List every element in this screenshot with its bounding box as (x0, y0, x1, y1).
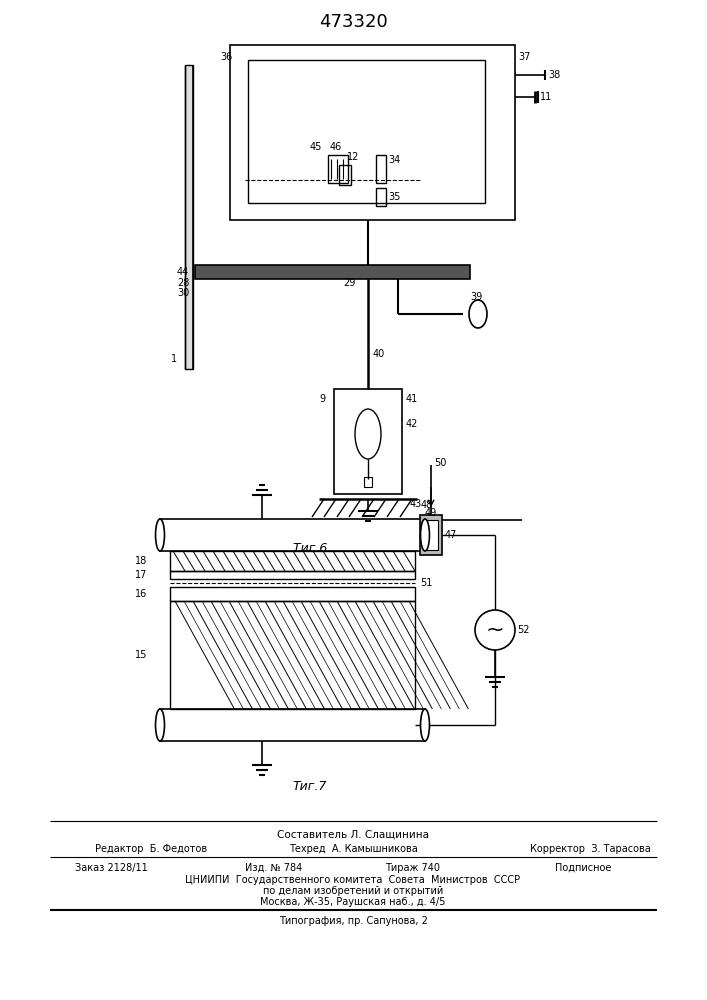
Text: 29: 29 (343, 278, 356, 288)
Ellipse shape (469, 300, 487, 328)
Text: 473320: 473320 (319, 13, 387, 31)
Text: 42: 42 (406, 419, 419, 429)
Bar (339, 165, 351, 185)
Text: 39: 39 (470, 292, 482, 302)
Bar (230, 45, 515, 220)
Text: Москва, Ж-35, Раушская наб., д. 4/5: Москва, Ж-35, Раушская наб., д. 4/5 (260, 897, 445, 907)
Text: 34: 34 (388, 155, 400, 165)
Text: ~: ~ (486, 620, 504, 640)
Text: 11: 11 (540, 92, 552, 102)
Text: 16: 16 (135, 589, 147, 599)
Text: Заказ 2128/11: Заказ 2128/11 (75, 863, 148, 873)
Text: Изд. № 784: Изд. № 784 (245, 863, 303, 873)
Bar (170, 587, 415, 601)
Text: 47: 47 (420, 725, 433, 735)
Bar (364, 477, 372, 487)
Text: 48: 48 (421, 500, 433, 510)
Text: Типография, пр. Сапунова, 2: Типография, пр. Сапунова, 2 (279, 916, 428, 926)
Text: 46: 46 (330, 142, 342, 152)
Bar (334, 389, 402, 494)
Text: 15: 15 (135, 650, 147, 660)
Bar (185, 65, 193, 369)
Text: Подписное: Подписное (555, 863, 612, 873)
Circle shape (475, 610, 515, 650)
Text: по делам изобретений и открытий: по делам изобретений и открытий (263, 886, 443, 896)
Ellipse shape (156, 519, 165, 551)
Bar (160, 519, 425, 551)
Text: 51: 51 (420, 578, 433, 588)
Text: 44: 44 (177, 267, 189, 277)
Ellipse shape (421, 709, 429, 741)
Bar (195, 265, 470, 279)
Text: Редактор  Б. Федотов: Редактор Б. Федотов (95, 844, 207, 854)
Bar (424, 520, 438, 550)
Text: Корректор  З. Тарасова: Корректор З. Тарасова (530, 844, 650, 854)
Text: 37: 37 (518, 52, 530, 62)
Text: 41: 41 (406, 394, 419, 404)
Text: 9: 9 (319, 394, 325, 404)
Text: Τиг 6: Τиг 6 (293, 542, 327, 556)
Bar (160, 709, 425, 741)
Ellipse shape (421, 519, 429, 551)
Text: 36: 36 (220, 52, 233, 62)
Text: 49: 49 (425, 508, 437, 518)
Text: 43: 43 (410, 499, 422, 509)
Text: 18: 18 (135, 556, 147, 566)
Text: 12: 12 (347, 152, 359, 162)
Text: Составитель Л. Слащинина: Составитель Л. Слащинина (277, 830, 429, 840)
Text: ЦНИИПИ  Государственного комитета  Совета  Министров  СССР: ЦНИИПИ Государственного комитета Совета … (185, 875, 520, 885)
Text: 45: 45 (310, 142, 322, 152)
Text: 38: 38 (548, 70, 560, 80)
Text: 28: 28 (177, 278, 189, 288)
Text: Тираж 740: Тираж 740 (385, 863, 440, 873)
Bar (328, 155, 348, 183)
Text: 30: 30 (177, 288, 189, 298)
Bar (376, 155, 386, 183)
Bar (170, 571, 415, 579)
Text: 1: 1 (171, 354, 177, 364)
Text: Техред  А. Камышникова: Техред А. Камышникова (288, 844, 417, 854)
Text: 17: 17 (135, 570, 147, 580)
Text: 40: 40 (373, 349, 385, 359)
Text: 35: 35 (388, 192, 400, 202)
Text: Τиг.7: Τиг.7 (293, 780, 327, 792)
Text: 47: 47 (445, 530, 457, 540)
Bar (170, 551, 415, 571)
Bar (248, 60, 485, 203)
Text: 52: 52 (517, 625, 530, 635)
Ellipse shape (156, 709, 165, 741)
Bar (170, 601, 415, 709)
Ellipse shape (355, 409, 381, 459)
Bar (420, 515, 442, 555)
Bar (376, 188, 386, 206)
Text: 50: 50 (434, 458, 446, 468)
